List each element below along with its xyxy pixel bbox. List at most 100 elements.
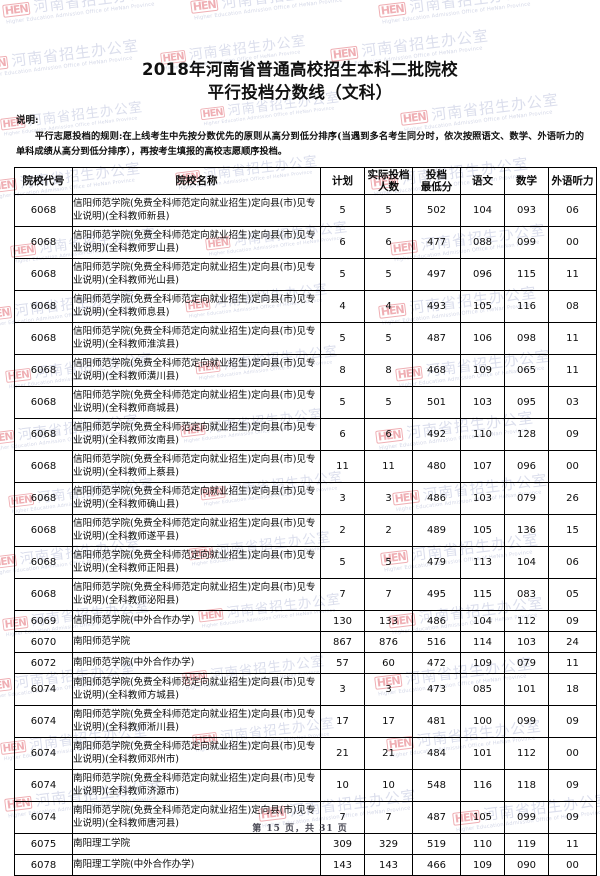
cell-actual: 60 xyxy=(364,652,413,674)
cell-chinese: 103 xyxy=(460,482,505,515)
cell-code: 6072 xyxy=(14,652,73,674)
cell-chinese: 109 xyxy=(460,354,505,387)
table-row: 6074 南阳师范学院(免费全科师范定向就业招生)定向县(市)见专业说明)(全科教… xyxy=(14,769,597,802)
cell-chinese: 085 xyxy=(460,673,505,706)
cell-code: 6068 xyxy=(14,578,73,611)
cell-name: 信阳师范学院(免费全科师范定向就业招生)定向县(市)见专业说明)(全科教师泌阳县… xyxy=(72,578,321,611)
cell-plan: 8 xyxy=(320,354,365,387)
table-row: 6074 南阳师范学院(免费全科师范定向就业招生)定向县(市)见专业说明)(全科教… xyxy=(14,801,597,834)
note-block: 说明: 平行志愿投档的规则:在上线考生中先按分数优先的原则从高分到低分排序(当遇… xyxy=(14,114,586,159)
cell-code: 6074 xyxy=(14,769,73,802)
table-row: 6074 南阳师范学院(免费全科师范定向就业招生)定向县(市)见专业说明)(全科教… xyxy=(14,705,597,738)
cell-actual: 5 xyxy=(364,258,413,291)
cell-chinese: 104 xyxy=(460,194,505,227)
cell-chinese: 110 xyxy=(460,418,505,451)
cell-listening: 09 xyxy=(548,769,597,802)
cell-listening: 00 xyxy=(548,450,597,483)
cell-math: 083 xyxy=(504,578,549,611)
cell-listening: 09 xyxy=(548,705,597,738)
table-row: 6068 信阳师范学院(免费全科师范定向就业招生)定向县(市)见专业说明)(全科教… xyxy=(14,450,597,483)
cell-listening: 09 xyxy=(548,610,597,632)
cell-listening: 15 xyxy=(548,514,597,547)
cell-minscore: 479 xyxy=(412,546,461,579)
cell-actual: 133 xyxy=(364,610,413,632)
cell-math: 118 xyxy=(504,769,549,802)
cell-name: 信阳师范学院(免费全科师范定向就业招生)定向县(市)见专业说明)(全科教师遂平县… xyxy=(72,514,321,547)
cell-listening: 11 xyxy=(548,354,597,387)
header-actual-line1: 实际投档 xyxy=(367,169,410,181)
cell-chinese: 113 xyxy=(460,546,505,579)
page-title-line2: 平行投档分数线（文科） xyxy=(207,83,393,102)
cell-code: 6068 xyxy=(14,226,73,259)
cell-minscore: 497 xyxy=(412,258,461,291)
cell-code: 6068 xyxy=(14,194,73,227)
cell-minscore: 502 xyxy=(412,194,461,227)
cell-name: 南阳师范学院 xyxy=(72,631,321,653)
cell-math: 096 xyxy=(504,450,549,483)
cell-actual: 11 xyxy=(364,450,413,483)
table-row: 6068 信阳师范学院(免费全科师范定向就业招生)定向县(市)见专业说明)(全科教… xyxy=(14,354,597,387)
table-row: 6078 南阳理工学院(中外合作办学) 143 143 466 109 090 00 xyxy=(14,854,597,876)
table-row: 6068 信阳师范学院(免费全科师范定向就业招生)定向县(市)见专业说明)(全科教… xyxy=(14,514,597,547)
cell-name: 信阳师范学院(免费全科师范定向就业招生)定向县(市)见专业说明)(全科教师正阳县… xyxy=(72,546,321,579)
cell-code: 6068 xyxy=(14,546,73,579)
table-row: 6068 信阳师范学院(免费全科师范定向就业招生)定向县(市)见专业说明)(全科教… xyxy=(14,322,597,355)
cell-math: 103 xyxy=(504,631,549,653)
cell-math: 098 xyxy=(504,322,549,355)
cell-plan: 6 xyxy=(320,226,365,259)
cell-actual: 2 xyxy=(364,514,413,547)
cell-math: 093 xyxy=(504,194,549,227)
cell-math: 128 xyxy=(504,418,549,451)
cell-name: 信阳师范学院(免费全科师范定向就业招生)定向县(市)见专业说明)(全科教师淮滨县… xyxy=(72,322,321,355)
cell-name: 信阳师范学院(免费全科师范定向就业招生)定向县(市)见专业说明)(全科教师上蔡县… xyxy=(72,450,321,483)
cell-chinese: 116 xyxy=(460,769,505,802)
cell-name: 南阳理工学院 xyxy=(72,833,321,855)
cell-actual: 7 xyxy=(364,578,413,611)
cell-listening: 09 xyxy=(548,801,597,834)
header-plan: 计划 xyxy=(320,167,365,195)
cell-plan: 5 xyxy=(320,386,365,419)
table-row: 6068 信阳师范学院(免费全科师范定向就业招生)定向县(市)见专业说明)(全科教… xyxy=(14,546,597,579)
header-actual: 实际投档 人数 xyxy=(364,167,413,195)
cell-listening: 06 xyxy=(548,194,597,227)
cell-minscore: 466 xyxy=(412,854,461,876)
cell-code: 6068 xyxy=(14,418,73,451)
cell-code: 6068 xyxy=(14,258,73,291)
cell-code: 6068 xyxy=(14,290,73,323)
cell-minscore: 468 xyxy=(412,354,461,387)
cell-actual: 5 xyxy=(364,386,413,419)
cell-name: 信阳师范学院(免费全科师范定向就业招生)定向县(市)见专业说明)(全科教师汝南县… xyxy=(72,418,321,451)
cell-minscore: 481 xyxy=(412,705,461,738)
cell-plan: 6 xyxy=(320,418,365,451)
cell-math: 112 xyxy=(504,737,549,770)
cell-minscore: 492 xyxy=(412,418,461,451)
cell-chinese: 109 xyxy=(460,652,505,674)
cell-chinese: 096 xyxy=(460,258,505,291)
header-minscore-line1: 投档 xyxy=(426,169,447,181)
cell-code: 6078 xyxy=(14,854,73,876)
cell-minscore: 484 xyxy=(412,737,461,770)
cell-math: 065 xyxy=(504,354,549,387)
cell-minscore: 486 xyxy=(412,482,461,515)
cell-name: 南阳师范学院(免费全科师范定向就业招生)定向县(市)见专业说明)(全科教师淅川县… xyxy=(72,705,321,738)
cell-code: 6068 xyxy=(14,354,73,387)
table-row: 6072 南阳师范学院(中外合作办学) 57 60 472 109 079 11 xyxy=(14,652,597,674)
note-label: 说明: xyxy=(16,115,39,126)
cell-plan: 130 xyxy=(320,610,365,632)
cell-code: 6068 xyxy=(14,450,73,483)
cell-plan: 4 xyxy=(320,290,365,323)
cell-actual: 5 xyxy=(364,194,413,227)
header-chinese: 语文 xyxy=(460,167,505,195)
cell-name: 信阳师范学院(免费全科师范定向就业招生)定向县(市)见专业说明)(全科教师确山县… xyxy=(72,482,321,515)
cell-code: 6070 xyxy=(14,631,73,653)
cell-minscore: 473 xyxy=(412,673,461,706)
page-title-line1: 2018年河南省普通高校招生本科二批院校 xyxy=(142,60,458,79)
cell-listening: 11 xyxy=(548,258,597,291)
cell-name: 信阳师范学院(免费全科师范定向就业招生)定向县(市)见专业说明)(全科教师光山县… xyxy=(72,258,321,291)
table-body: 6068 信阳师范学院(免费全科师范定向就业招生)定向县(市)见专业说明)(全科教… xyxy=(14,194,597,876)
table-row: 6068 信阳师范学院(免费全科师范定向就业招生)定向县(市)见专业说明)(全科教… xyxy=(14,482,597,515)
cell-listening: 06 xyxy=(548,546,597,579)
cell-listening: 00 xyxy=(548,226,597,259)
cell-chinese: 105 xyxy=(460,290,505,323)
table-row: 6068 信阳师范学院(免费全科师范定向就业招生)定向县(市)见专业说明)(全科教… xyxy=(14,418,597,451)
